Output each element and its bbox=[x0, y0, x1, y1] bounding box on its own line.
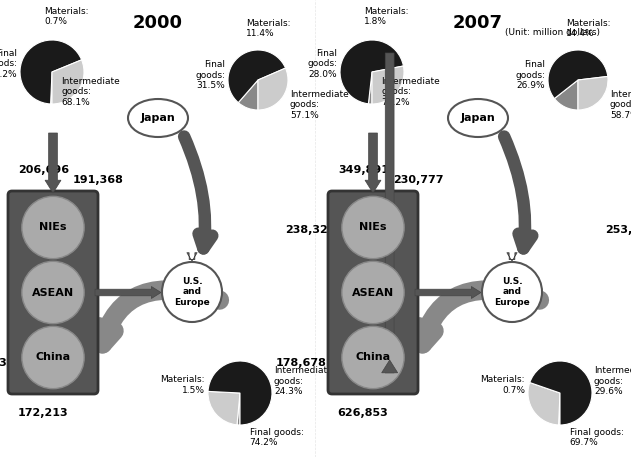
Text: U.S.
and
Europe: U.S. and Europe bbox=[494, 277, 530, 307]
Text: Materials:
0.7%: Materials: 0.7% bbox=[44, 6, 88, 26]
Wedge shape bbox=[208, 361, 272, 425]
Wedge shape bbox=[578, 76, 608, 110]
FancyBboxPatch shape bbox=[8, 191, 98, 394]
Polygon shape bbox=[415, 287, 481, 298]
Wedge shape bbox=[52, 60, 84, 104]
Text: Materials:
14.4%: Materials: 14.4% bbox=[566, 19, 611, 38]
Wedge shape bbox=[555, 80, 578, 110]
FancyBboxPatch shape bbox=[328, 191, 418, 394]
Text: China: China bbox=[35, 352, 71, 362]
Text: Intermediate
goods:
24.3%: Intermediate goods: 24.3% bbox=[274, 366, 333, 396]
Circle shape bbox=[342, 261, 404, 324]
Circle shape bbox=[22, 261, 84, 324]
Text: 206,696: 206,696 bbox=[18, 165, 69, 175]
Text: Final goods:
74.2%: Final goods: 74.2% bbox=[250, 428, 304, 447]
Wedge shape bbox=[228, 50, 286, 103]
Polygon shape bbox=[382, 53, 398, 373]
Wedge shape bbox=[369, 72, 372, 104]
Text: Intermediate
goods:
57.1%: Intermediate goods: 57.1% bbox=[290, 90, 349, 120]
Text: Materials:
1.8%: Materials: 1.8% bbox=[364, 6, 408, 26]
Text: (Unit: million dollars): (Unit: million dollars) bbox=[505, 28, 600, 37]
Circle shape bbox=[22, 326, 84, 388]
Text: NIEs: NIEs bbox=[359, 223, 387, 233]
Polygon shape bbox=[187, 253, 198, 261]
Text: Intermediate
goods:
58.7%: Intermediate goods: 58.7% bbox=[610, 90, 631, 120]
Polygon shape bbox=[382, 360, 398, 373]
Circle shape bbox=[342, 326, 404, 388]
Ellipse shape bbox=[128, 99, 188, 137]
Text: Materials:
1.5%: Materials: 1.5% bbox=[160, 375, 205, 395]
Wedge shape bbox=[558, 393, 560, 425]
Wedge shape bbox=[258, 68, 288, 110]
Text: Intermediate
goods:
68.1%: Intermediate goods: 68.1% bbox=[62, 77, 121, 107]
Text: 2007: 2007 bbox=[453, 14, 503, 32]
Text: China: China bbox=[355, 352, 391, 362]
Circle shape bbox=[162, 262, 222, 322]
Circle shape bbox=[342, 197, 404, 259]
Text: Final
goods:
26.9%: Final goods: 26.9% bbox=[515, 60, 545, 90]
Ellipse shape bbox=[448, 99, 508, 137]
Text: 230,777: 230,777 bbox=[393, 175, 444, 185]
Text: ASEAN: ASEAN bbox=[32, 287, 74, 298]
Text: ASEAN: ASEAN bbox=[352, 287, 394, 298]
Text: 178,678: 178,678 bbox=[276, 357, 327, 367]
Polygon shape bbox=[365, 133, 381, 193]
Wedge shape bbox=[548, 50, 608, 99]
Text: 121,163: 121,163 bbox=[0, 357, 7, 367]
Text: 2000: 2000 bbox=[133, 14, 183, 32]
Text: 172,213: 172,213 bbox=[18, 408, 68, 418]
Text: 626,853: 626,853 bbox=[338, 408, 388, 418]
Text: Final
goods:
28.0%: Final goods: 28.0% bbox=[307, 49, 337, 79]
Polygon shape bbox=[507, 253, 517, 261]
Text: Japan: Japan bbox=[461, 113, 495, 123]
Text: Materials:
0.7%: Materials: 0.7% bbox=[480, 375, 525, 395]
Text: Japan: Japan bbox=[141, 113, 175, 123]
Text: U.S.
and
Europe: U.S. and Europe bbox=[174, 277, 210, 307]
Wedge shape bbox=[237, 393, 240, 425]
Text: Final
goods:
31.2%: Final goods: 31.2% bbox=[0, 49, 17, 79]
Wedge shape bbox=[528, 383, 560, 425]
Polygon shape bbox=[45, 133, 61, 193]
Wedge shape bbox=[530, 361, 592, 425]
Text: 349,891: 349,891 bbox=[338, 165, 389, 175]
Wedge shape bbox=[208, 391, 240, 425]
Wedge shape bbox=[50, 72, 52, 104]
Polygon shape bbox=[95, 287, 161, 298]
Wedge shape bbox=[372, 66, 404, 104]
Text: Final goods:
69.7%: Final goods: 69.7% bbox=[570, 428, 623, 447]
Text: 253,546: 253,546 bbox=[605, 225, 631, 235]
Text: 238,325: 238,325 bbox=[285, 225, 335, 235]
Text: Materials:
11.4%: Materials: 11.4% bbox=[246, 19, 290, 38]
Wedge shape bbox=[20, 40, 81, 104]
Text: Intermediate
goods:
70.2%: Intermediate goods: 70.2% bbox=[382, 77, 440, 107]
Circle shape bbox=[22, 197, 84, 259]
Text: Intermediate
goods:
29.6%: Intermediate goods: 29.6% bbox=[594, 366, 631, 396]
Circle shape bbox=[482, 262, 542, 322]
Wedge shape bbox=[239, 80, 258, 110]
Text: Final
goods:
31.5%: Final goods: 31.5% bbox=[195, 60, 225, 90]
Text: NIEs: NIEs bbox=[39, 223, 67, 233]
Wedge shape bbox=[340, 40, 403, 104]
Text: 191,368: 191,368 bbox=[73, 175, 124, 185]
